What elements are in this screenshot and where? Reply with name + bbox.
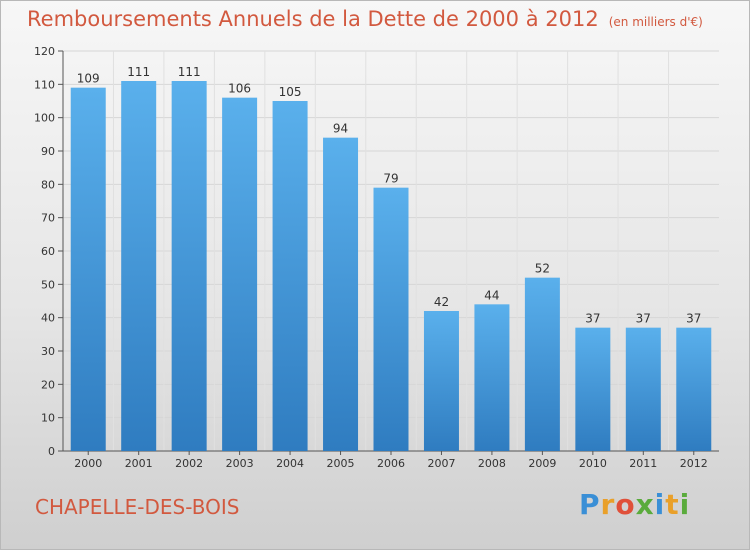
bar bbox=[222, 97, 258, 452]
x-tick-label: 2009 bbox=[528, 457, 556, 470]
proxiti-logo: Proxiti bbox=[579, 488, 690, 521]
data-labels: 109 111 111 106 105 94 79 42 44 52 37 37 37 bbox=[77, 65, 702, 326]
chart-title-text: Remboursements Annuels de la Dette de 20… bbox=[27, 7, 599, 31]
x-tick-label: 2003 bbox=[226, 457, 254, 470]
data-label: 111 bbox=[178, 65, 201, 79]
logo-letter: r bbox=[600, 488, 616, 521]
bar bbox=[524, 277, 560, 451]
data-label: 37 bbox=[636, 312, 651, 326]
data-label: 52 bbox=[535, 262, 550, 276]
x-tick-label: 2001 bbox=[125, 457, 153, 470]
data-label: 111 bbox=[127, 65, 150, 79]
x-tick-label: 2011 bbox=[629, 457, 657, 470]
chart-title: Remboursements Annuels de la Dette de 20… bbox=[27, 7, 703, 31]
y-tick-label: 40 bbox=[41, 312, 55, 325]
y-tick-label: 110 bbox=[34, 78, 55, 91]
bar bbox=[676, 327, 712, 451]
y-tick-label: 50 bbox=[41, 278, 55, 291]
data-label: 37 bbox=[585, 312, 600, 326]
bar bbox=[625, 327, 661, 451]
bar bbox=[575, 327, 611, 451]
logo-letter: i bbox=[679, 488, 691, 521]
bar bbox=[323, 137, 359, 451]
data-label: 44 bbox=[484, 288, 499, 302]
y-tick-label: 0 bbox=[48, 445, 55, 458]
logo-letter: P bbox=[579, 488, 601, 521]
commune-name: CHAPELLE-DES-BOIS bbox=[35, 495, 240, 519]
x-tick-label: 2010 bbox=[579, 457, 607, 470]
bar bbox=[474, 304, 510, 451]
bar bbox=[272, 101, 308, 451]
bar bbox=[121, 81, 157, 451]
data-label: 106 bbox=[228, 82, 251, 96]
bar bbox=[70, 87, 106, 452]
data-label: 79 bbox=[383, 172, 398, 186]
x-tick-label: 2007 bbox=[427, 457, 455, 470]
y-tick-label: 80 bbox=[41, 178, 55, 191]
data-label: 42 bbox=[434, 295, 449, 309]
x-tick-label: 2005 bbox=[327, 457, 355, 470]
logo-letter: x bbox=[635, 488, 655, 521]
data-label: 37 bbox=[686, 312, 701, 326]
logo-letter: o bbox=[615, 488, 636, 521]
data-label: 94 bbox=[333, 122, 348, 136]
y-tick-label: 70 bbox=[41, 212, 55, 225]
logo-letter: t bbox=[665, 488, 680, 521]
y-tick-label: 100 bbox=[34, 112, 55, 125]
y-tick-label: 20 bbox=[41, 378, 55, 391]
y-tick-label: 10 bbox=[41, 412, 55, 425]
y-tick-label: 30 bbox=[41, 345, 55, 358]
y-tick-label: 90 bbox=[41, 145, 55, 158]
bar bbox=[423, 311, 459, 451]
x-tick-label: 2000 bbox=[74, 457, 102, 470]
bar bbox=[373, 187, 409, 451]
data-label: 105 bbox=[279, 85, 302, 99]
bars bbox=[70, 81, 712, 452]
data-label: 109 bbox=[77, 72, 100, 86]
x-tick-label: 2006 bbox=[377, 457, 405, 470]
x-tick-label: 2004 bbox=[276, 457, 304, 470]
y-tick-label: 120 bbox=[34, 45, 55, 58]
y-tick-label: 60 bbox=[41, 245, 55, 258]
x-tick-label: 2002 bbox=[175, 457, 203, 470]
logo-letter: i bbox=[654, 488, 666, 521]
unit-note: (en milliers d'€) bbox=[608, 15, 703, 29]
x-tick-label: 2008 bbox=[478, 457, 506, 470]
bar bbox=[171, 81, 207, 451]
x-tick-label: 2012 bbox=[680, 457, 708, 470]
